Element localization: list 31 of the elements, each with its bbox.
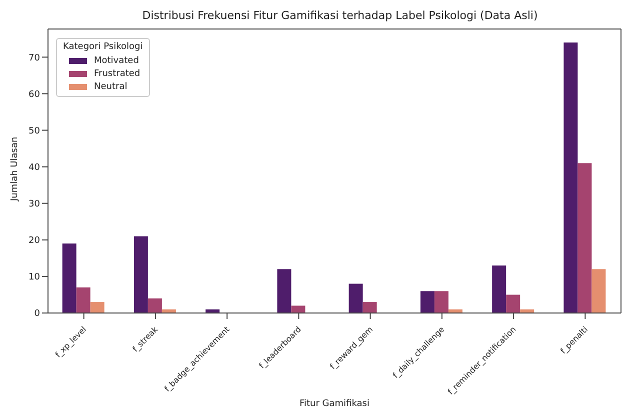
legend-label: Motivated (94, 56, 139, 66)
bar (420, 291, 434, 313)
bar (578, 163, 592, 313)
legend-label: Frustrated (94, 68, 140, 78)
y-tick-label: 30 (28, 200, 40, 210)
y-tick-label: 50 (28, 126, 40, 136)
bar (492, 265, 506, 313)
bar (564, 42, 578, 313)
bar (348, 284, 363, 313)
bar (592, 269, 606, 313)
y-tick-label: 70 (28, 53, 40, 64)
bar (291, 306, 306, 313)
bar (506, 294, 520, 313)
bar (62, 244, 76, 313)
legend-title: Kategori Psikologi (63, 42, 143, 52)
x-axis-title: Fitur Gamifikasi (299, 399, 370, 409)
y-tick-label: 10 (28, 272, 40, 283)
y-tick-label: 60 (28, 90, 40, 100)
bar (134, 236, 148, 313)
bar (148, 298, 162, 313)
bar (76, 287, 90, 313)
bar (362, 302, 377, 313)
bar (434, 291, 448, 313)
bar (277, 269, 292, 313)
y-tick-label: 0 (34, 309, 40, 320)
y-tick-label: 40 (28, 162, 40, 173)
bar (90, 302, 104, 313)
y-tick-label: 20 (28, 236, 40, 246)
chart-title: Distribusi Frekuensi Fitur Gamifikasi terhadap Label Psikologi (Data Asli) (141, 9, 539, 22)
y-axis-title: Jumlah Ulasan (10, 136, 20, 202)
legend-label: Neutral (94, 82, 128, 92)
